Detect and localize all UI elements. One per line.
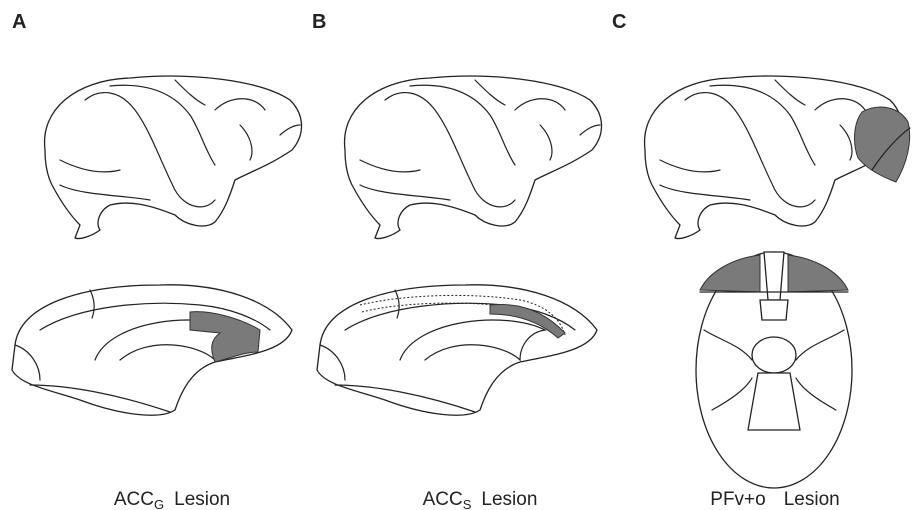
lateral-brain [345, 76, 602, 238]
caption: ACCS Lesion [423, 489, 538, 510]
caption: ACCG Lesion [114, 489, 230, 510]
caption-sub: S [463, 497, 472, 510]
panel-letter: B [312, 11, 326, 33]
caption-main: ACC [423, 489, 463, 510]
caption-sub: G [154, 497, 164, 510]
caption-main: PFv+o [710, 489, 765, 510]
lesion-area [855, 107, 910, 182]
medial-brain [317, 285, 597, 415]
ventral-brain [696, 252, 852, 488]
caption-suffix: Lesion [174, 489, 230, 510]
figure: A ACCGLesion B ACCSLesion C PFv+oLesion [0, 0, 921, 510]
caption-suffix: Lesion [481, 489, 537, 510]
panel-letter: A [12, 11, 26, 33]
lateral-brain [45, 76, 302, 238]
caption-suffix: Lesion [784, 489, 840, 510]
caption: PFv+o Lesion [710, 489, 839, 510]
panel-letter: C [612, 11, 626, 33]
caption-main: ACC [114, 489, 154, 510]
